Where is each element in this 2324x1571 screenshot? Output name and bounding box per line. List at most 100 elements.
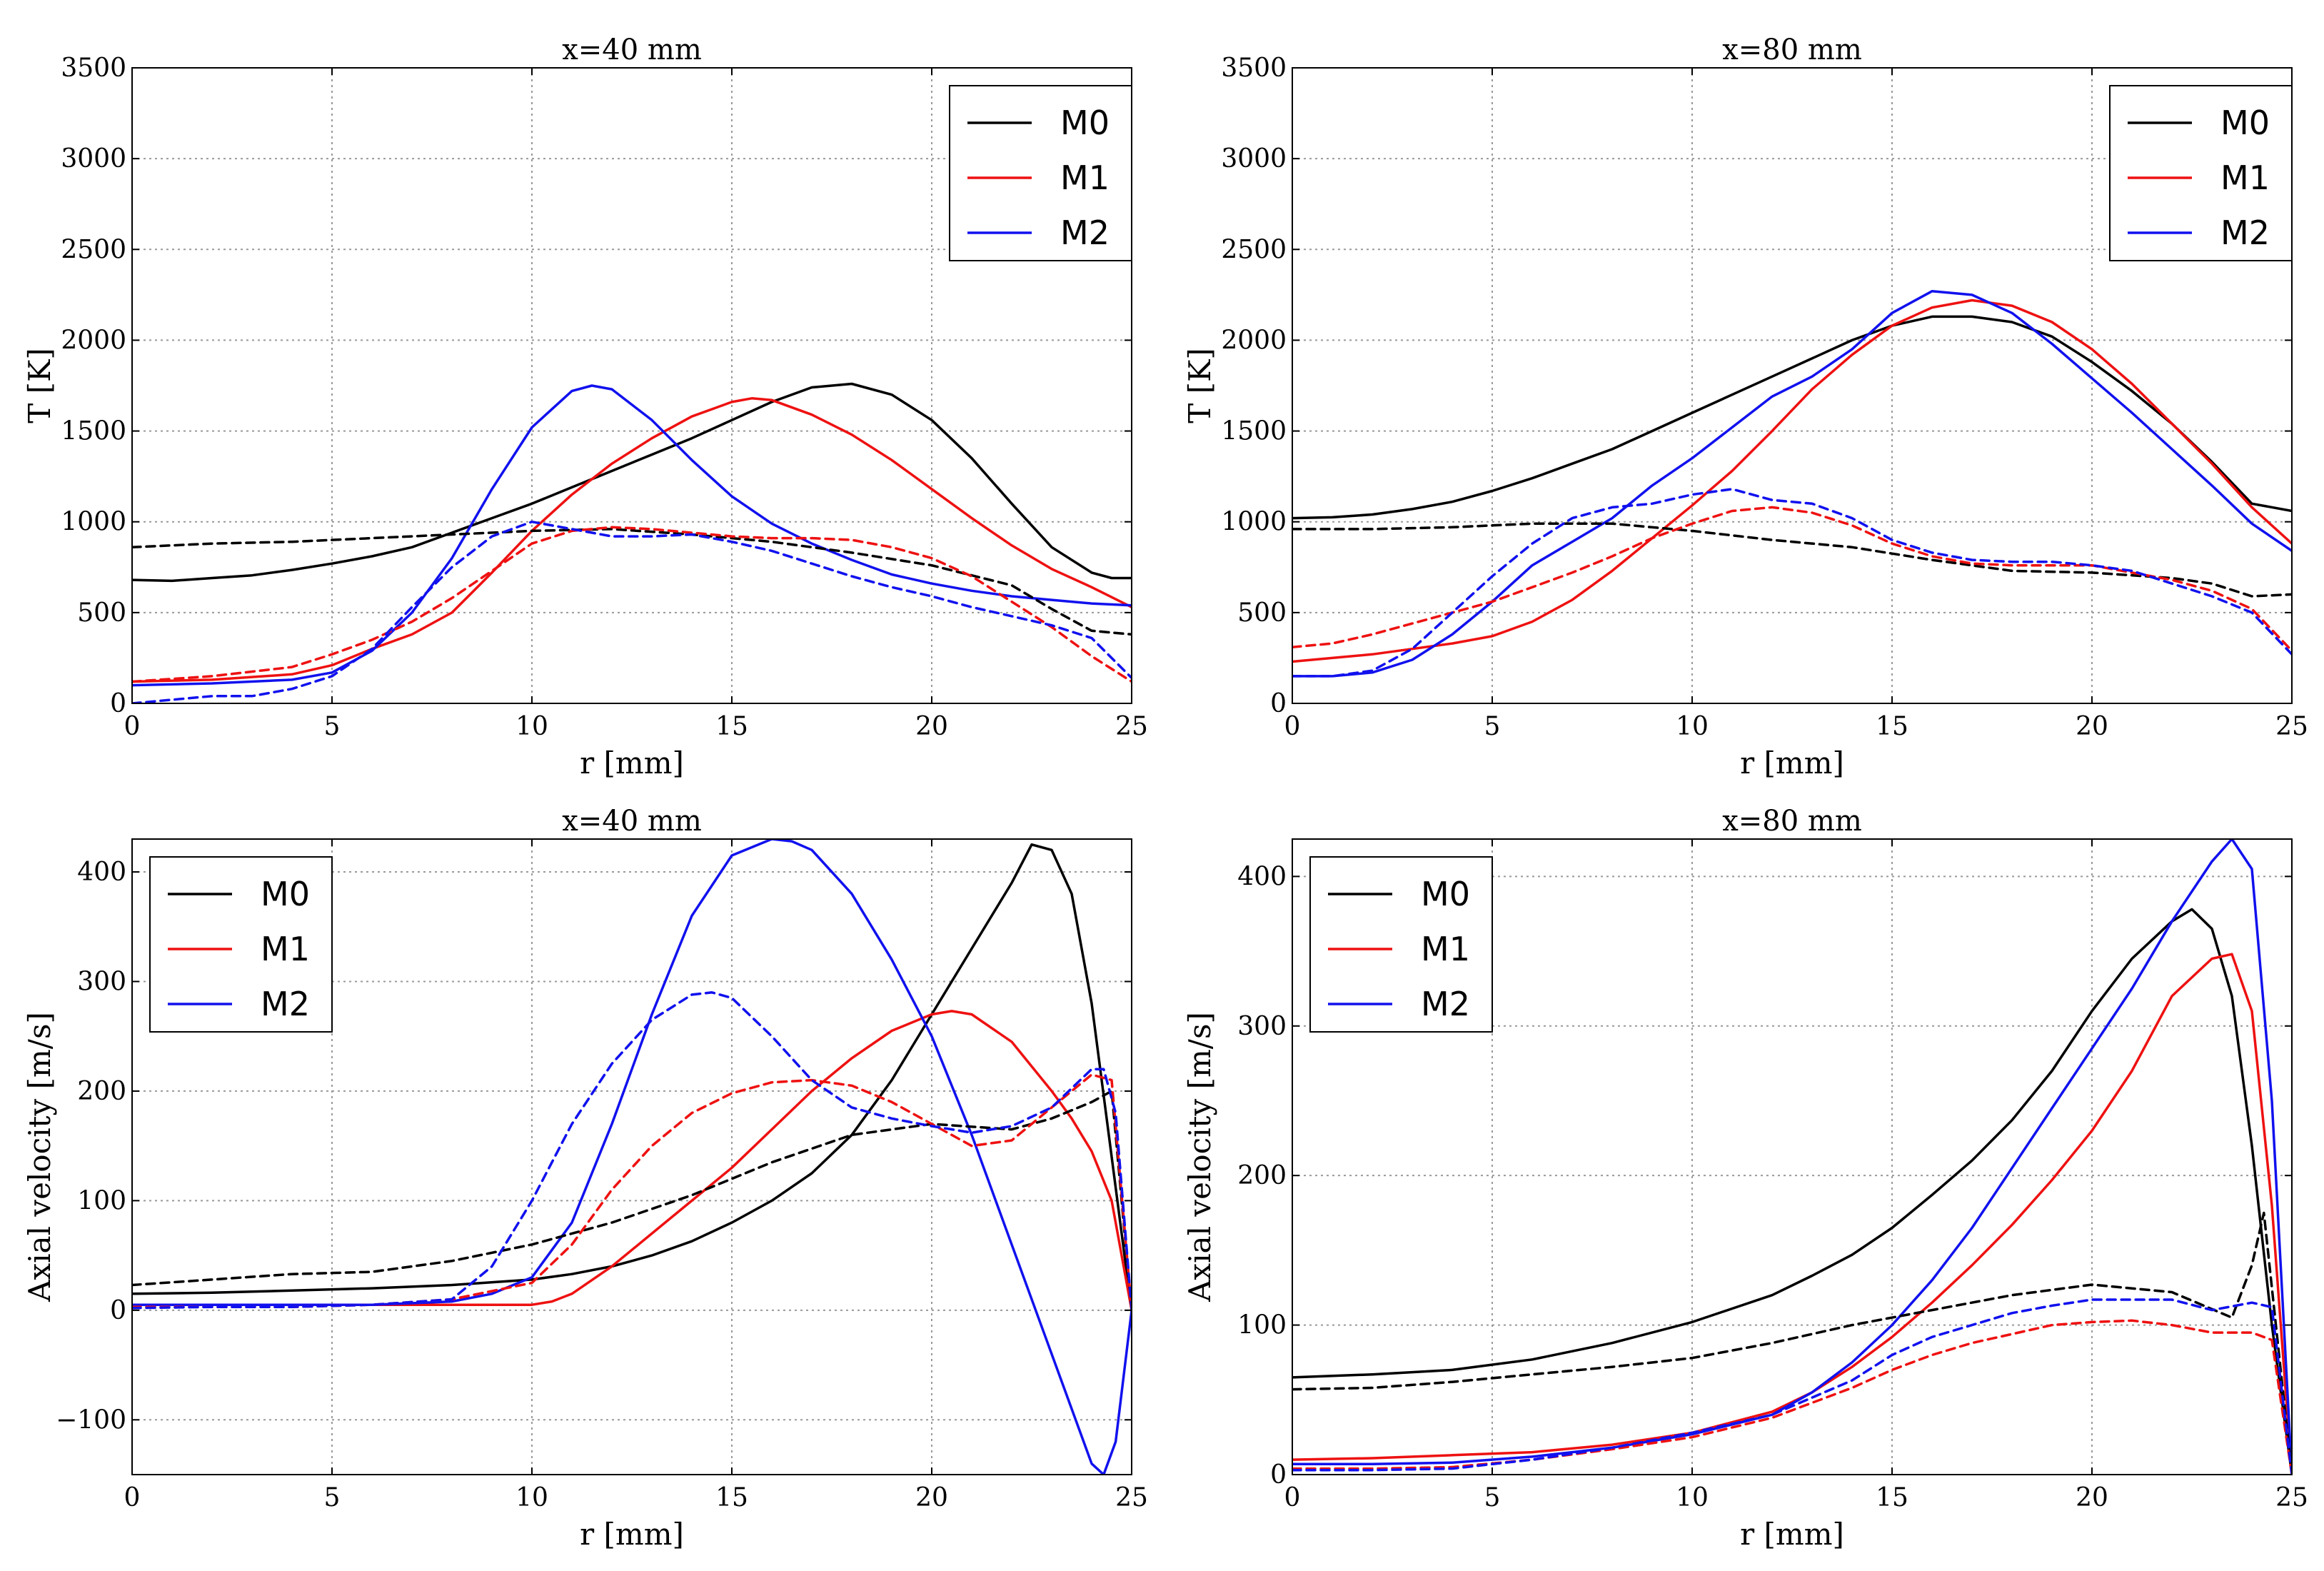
chart-title: x=80 mm (1722, 805, 1862, 838)
x-tick-label: 20 (915, 1483, 948, 1512)
x-tick-label: 15 (1876, 712, 1908, 741)
series-m2-solid (132, 384, 1132, 687)
x-tick-label: 10 (1676, 1483, 1709, 1512)
series-m1-solid (132, 397, 1132, 683)
chart-title: x=80 mm (1722, 34, 1862, 66)
series-m1-dashed (132, 526, 1132, 683)
y-tick-label: 3000 (61, 144, 126, 174)
y-axis-label: Axial velocity [m/s] (22, 1012, 57, 1303)
x-tick-label: 20 (2076, 712, 2108, 741)
x-tick-label: 5 (324, 712, 341, 741)
y-axis-label: T [K] (1182, 348, 1217, 423)
legend-label-m2: M2 (1060, 214, 1110, 252)
x-tick-label: 0 (124, 712, 141, 741)
y-tick-label: 0 (110, 1296, 126, 1325)
series-group (132, 382, 1132, 703)
panel-U80: 0 5 10 15 20 25 0 100 200 300 400 x=80 mm r [mm] Axia… (1182, 805, 2308, 1552)
x-tick-label: 0 (1284, 1483, 1301, 1512)
x-axis-label: r [mm] (1740, 1517, 1844, 1552)
legend-label-m1: M1 (2220, 159, 2270, 197)
series-m0-dashed (1292, 1211, 2292, 1475)
x-axis-label: r [mm] (580, 746, 684, 781)
y-tick-label: 1000 (61, 508, 126, 537)
x-axis-label: r [mm] (1740, 746, 1844, 781)
legend-label-m0: M0 (261, 875, 310, 913)
y-tick-label: 200 (1237, 1161, 1287, 1190)
legend-label-m2: M2 (2220, 214, 2270, 252)
y-tick-label: 300 (77, 967, 126, 996)
y-tick-label: 400 (1237, 862, 1287, 891)
series-m0-solid (1292, 315, 2292, 520)
y-tick-label: 500 (1237, 598, 1287, 628)
series-m2-solid (1292, 839, 2292, 1475)
y-tick-label: 300 (1237, 1012, 1287, 1041)
x-axis-label: r [mm] (580, 1517, 684, 1552)
x-tick-label: 25 (1115, 712, 1148, 741)
series-m0-solid (132, 843, 1132, 1312)
y-tick-label: 2500 (1221, 235, 1287, 264)
y-tick-label: −100 (56, 1405, 126, 1435)
y-tick-label: 200 (77, 1077, 126, 1106)
y-tick-label: 100 (1237, 1311, 1287, 1340)
legend-label-m1: M1 (1060, 159, 1110, 197)
y-tick-label: 1000 (1221, 508, 1287, 537)
x-tick-label: 15 (715, 712, 748, 741)
panel-U40: 0 5 10 15 20 25 −100 0 100 200 300 400 x=40 mm r [mm]… (22, 805, 1148, 1552)
series-m1-solid (1292, 953, 2292, 1475)
series-m2-dashed (1292, 488, 2292, 678)
legend-label-m2: M2 (261, 985, 310, 1023)
plot-frame (131, 67, 1132, 704)
x-tick-label: 20 (915, 712, 948, 741)
series-m2-solid (132, 839, 1132, 1475)
y-tick-label: 3500 (1221, 54, 1287, 83)
chart-title: x=40 mm (562, 34, 702, 66)
series-m0-dashed (132, 1090, 1132, 1312)
y-tick-label: 2500 (61, 235, 126, 264)
x-tick-label: 15 (715, 1483, 748, 1512)
y-tick-label: 0 (1270, 1460, 1287, 1490)
y-tick-label: 500 (77, 598, 126, 628)
legend-label-m0: M0 (1421, 875, 1470, 913)
plot-frame (131, 838, 1132, 1475)
legend-label-m1: M1 (1421, 930, 1470, 968)
legend: M0 M1 M2 (949, 85, 1132, 261)
series-m2-dashed (1292, 1298, 2292, 1475)
y-axis-label: Axial velocity [m/s] (1182, 1012, 1217, 1303)
series-group (1292, 290, 2292, 678)
legend: M0 M1 M2 (2109, 85, 2293, 261)
x-tick-label: 20 (2076, 1483, 2108, 1512)
plot-frame (1292, 838, 2293, 1475)
legend-label-m2: M2 (1421, 985, 1470, 1023)
y-tick-label: 1500 (61, 417, 126, 446)
series-group (1292, 839, 2292, 1475)
legend-box (149, 856, 333, 1033)
x-tick-label: 5 (324, 1483, 341, 1512)
series-m0-solid (1292, 908, 2292, 1475)
x-tick-label: 5 (1484, 712, 1501, 741)
x-tick-label: 0 (124, 1483, 141, 1512)
panel-T80: 0 5 10 15 20 25 0 500 1000 1500 2000 2500 3000 3500 x=… (1182, 34, 2308, 781)
y-tick-label: 0 (110, 689, 126, 718)
legend-label-m0: M0 (1060, 104, 1110, 142)
x-tick-label: 10 (515, 712, 548, 741)
y-tick-label: 3000 (1221, 144, 1287, 174)
series-m1-solid (132, 1010, 1132, 1312)
legend-box (949, 85, 1132, 261)
series-group (132, 839, 1132, 1475)
legend-box (2109, 85, 2293, 261)
legend-label-m0: M0 (2220, 104, 2270, 142)
legend-box (1309, 856, 1493, 1033)
x-tick-label: 0 (1284, 712, 1301, 741)
y-tick-label: 1500 (1221, 417, 1287, 446)
series-m0-dashed (1292, 522, 2292, 598)
x-tick-label: 10 (1676, 712, 1709, 741)
panel-T40: 0 5 10 15 20 25 0 500 1000 1500 2000 2500 3000 3500 x=… (22, 34, 1148, 781)
x-tick-label: 25 (2275, 1483, 2308, 1512)
series-m1-solid (1292, 298, 2292, 663)
y-axis-label: T [K] (22, 348, 57, 423)
series-m1-dashed (1292, 1319, 2292, 1475)
y-tick-label: 2000 (61, 326, 126, 355)
y-tick-label: 400 (77, 858, 126, 887)
chart-title: x=40 mm (562, 805, 702, 838)
